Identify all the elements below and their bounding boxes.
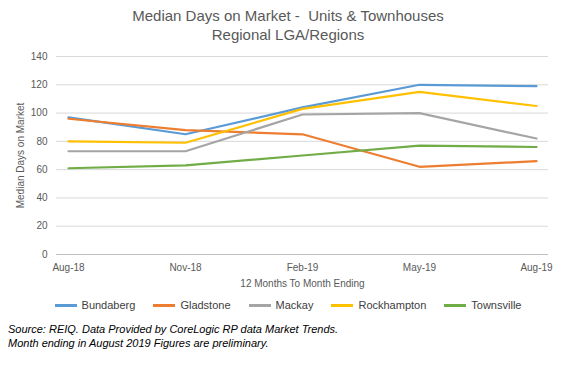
svg-text:Nov-18: Nov-18 <box>169 262 202 273</box>
svg-text:May-19: May-19 <box>403 262 437 273</box>
svg-text:0: 0 <box>42 249 48 260</box>
html-text:Townsville: Townsville <box>471 299 522 311</box>
svg-text:40: 40 <box>36 192 48 203</box>
svg-text:Aug-18: Aug-18 <box>52 262 85 273</box>
svg-text:60: 60 <box>36 164 48 175</box>
html-text:Bundaberg: Bundaberg <box>81 299 136 311</box>
svg-text:Aug-19: Aug-19 <box>520 262 553 273</box>
svg-text:100: 100 <box>31 107 48 118</box>
html-text:Median Days on Market - Units: Median Days on Market - Units & Townhous… <box>132 7 444 43</box>
svg-text:20: 20 <box>36 220 48 231</box>
html-text:Source: REIQ. Data Provided by: Source: REIQ. Data Provided by CoreLogic… <box>8 323 339 335</box>
svg-text:120: 120 <box>31 79 48 90</box>
svg-text:80: 80 <box>36 136 48 147</box>
html-text:Rockhampton: Rockhampton <box>358 299 427 311</box>
html-text:Mackay: Mackay <box>275 299 314 311</box>
svg-text:Feb-19: Feb-19 <box>287 262 319 273</box>
html-text:Month ending in August 2019 Fi: Month ending in August 2019 Figures are … <box>8 337 269 349</box>
html-text:Gladstone: Gladstone <box>180 299 231 311</box>
svg-text:12 Months To Month Ending: 12 Months To Month Ending <box>240 278 364 289</box>
svg-text:140: 140 <box>31 51 48 62</box>
svg-text:Median Days on Market: Median Days on Market <box>15 102 26 208</box>
